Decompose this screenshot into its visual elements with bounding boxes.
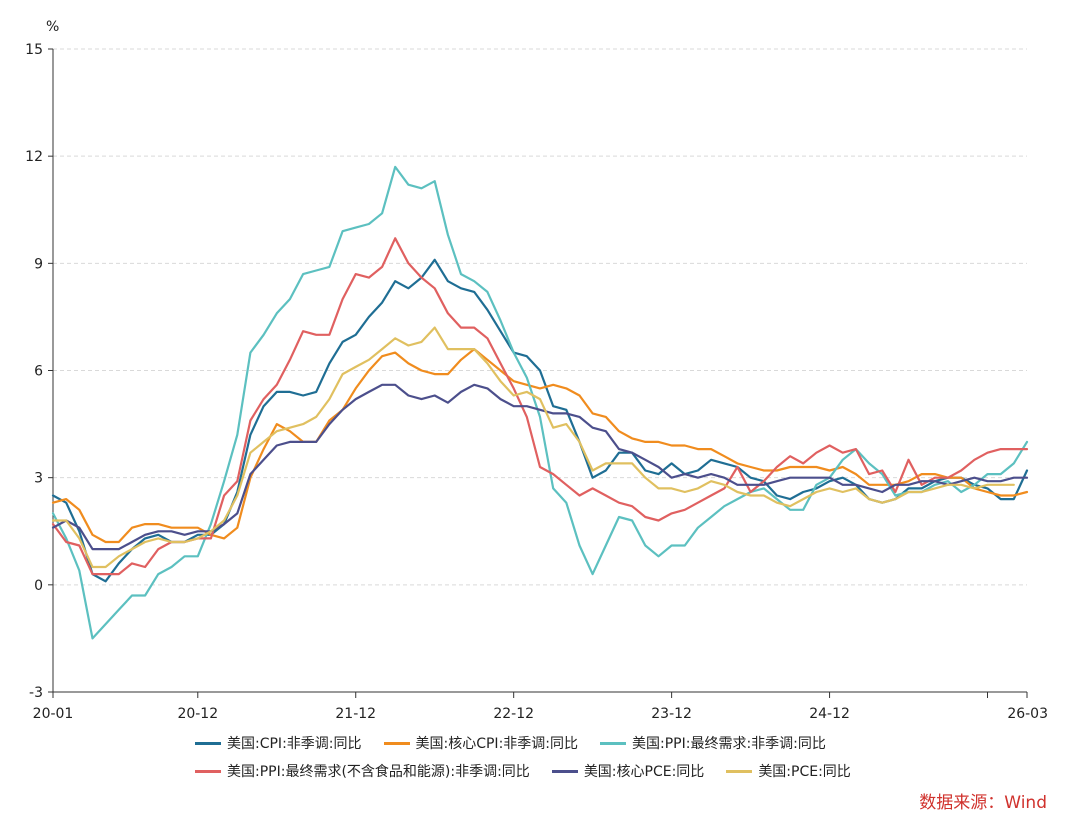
x-tick-label: 24-12 (809, 706, 850, 722)
line-chart: -3 0 3 6 9 12 15 20-01 20-12 21-12 22-12 23-12 24-12… (25, 19, 1048, 722)
legend-swatch (551, 769, 578, 773)
y-tick-label: 6 (34, 364, 43, 380)
legend-label: 美国:核心CPI:非季调:同比 (415, 736, 579, 752)
y-tick-label: 15 (25, 42, 43, 58)
legend-item: 美国:核心PCE:同比 (551, 761, 705, 781)
legend-label: 美国:核心PCE:同比 (583, 764, 705, 780)
y-tick-label: 12 (25, 149, 43, 165)
legend-item: 美国:核心CPI:非季调:同比 (383, 733, 579, 753)
series-lines (51, 165, 1029, 640)
legend-item: 美国:CPI:非季调:同比 (195, 733, 362, 753)
grid-lines (53, 48, 1027, 586)
legend-label: 美国:PPI:最终需求(不含食品和能源):非季调:同比 (227, 764, 530, 780)
x-tick-label: 21-12 (335, 706, 376, 722)
y-axis-unit-label: % (46, 19, 59, 35)
y-tick-label: 9 (34, 256, 43, 272)
legend-item: 美国:PPI:最终需求:非季调:同比 (600, 733, 826, 753)
series-line-3 (51, 165, 1029, 640)
x-tick-label: 22-12 (493, 706, 534, 722)
series-line-6 (51, 326, 1015, 569)
series-line-2 (51, 348, 1029, 544)
y-tick-label: -3 (29, 685, 43, 701)
legend-item: 美国:PCE:同比 (726, 761, 851, 781)
x-tick-label: 26-03 (1007, 706, 1048, 722)
y-tick-label: 3 (34, 471, 43, 487)
legend-swatch (195, 741, 221, 745)
x-tick-label: 20-01 (33, 706, 74, 722)
x-tick-label: 23-12 (651, 706, 692, 722)
y-tick-label: 0 (34, 578, 43, 594)
legend-swatch (600, 741, 626, 745)
x-tick-label: 20-12 (177, 706, 218, 722)
axes: -3 0 3 6 9 12 15 20-01 20-12 21-12 22-12 23-12 24-12… (25, 42, 1048, 722)
legend-swatch (195, 769, 221, 773)
legend-swatch (383, 741, 410, 745)
legend-swatch (726, 769, 753, 773)
source-note: 数据来源：Wind (919, 793, 1047, 813)
series-line-4 (51, 237, 1029, 576)
legend: 美国:CPI:非季调:同比 美国:核心CPI:非季调:同比 美国:PPI:最终需求:… (195, 733, 915, 781)
legend-label: 美国:PPI:最终需求:非季调:同比 (632, 736, 826, 752)
legend-label: 美国:PCE:同比 (758, 764, 851, 780)
legend-label: 美国:CPI:非季调:同比 (227, 736, 362, 752)
legend-item: 美国:PPI:最终需求(不含食品和能源):非季调:同比 (195, 761, 530, 781)
